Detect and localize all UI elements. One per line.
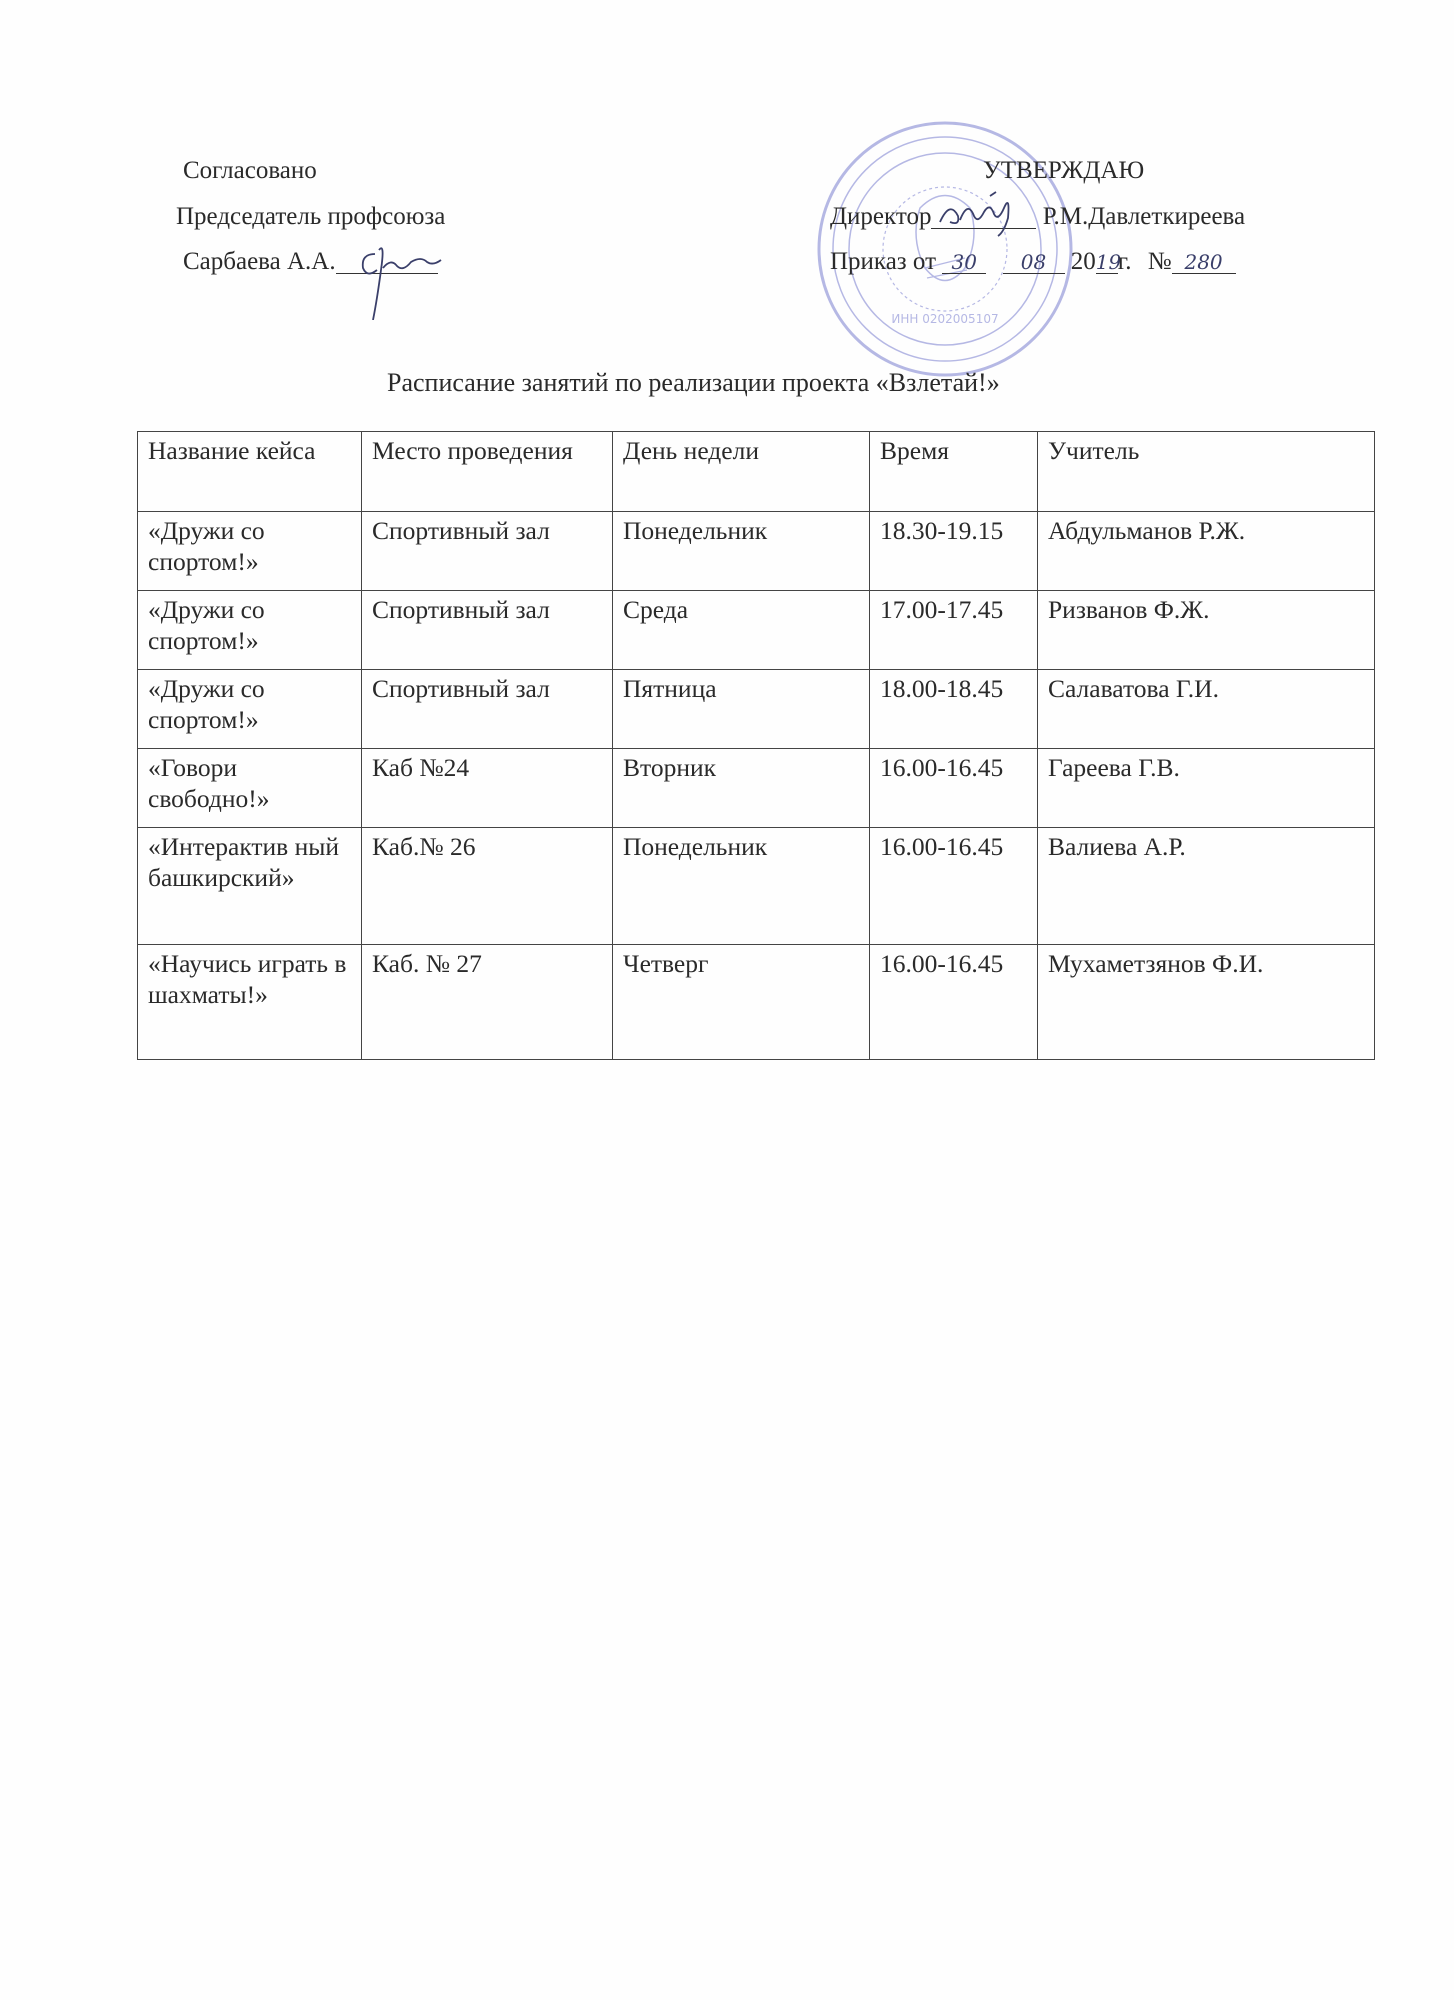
cell-teacher: Салаватова Г.И.: [1037, 669, 1375, 749]
table-row: «Говори свободно!» Каб №24 Вторник 16.00…: [137, 748, 1375, 828]
table-row: «Дружи со спортом!» Спортивный зал Среда…: [137, 590, 1375, 670]
order-line: Приказ от 30 08 2019г. № 280: [830, 248, 1236, 276]
cell-case: «Интерактив ный башкирский»: [137, 827, 362, 945]
director-line: Директор Р.М.Давлеткиреева: [830, 203, 1245, 231]
schedule-table: Название кейса Место проведения День нед…: [137, 431, 1375, 1060]
approve-label: УТВЕРЖДАЮ: [983, 157, 1145, 184]
official-stamp: ИНН 0202005107: [817, 121, 1073, 377]
cell-teacher: Мухаметзянов Ф.И.: [1037, 944, 1375, 1060]
cell-place: Каб.№ 26: [361, 827, 613, 945]
cell-case: «Говори свободно!»: [137, 748, 362, 828]
cell-day: Пятница: [612, 669, 870, 749]
cell-day: Вторник: [612, 748, 870, 828]
union-chair-label: Председатель профсоюза: [176, 203, 446, 230]
table-row: «Научись играть в шахматы!» Каб. № 27 Че…: [137, 944, 1375, 1060]
stamp-inn: ИНН 0202005107: [891, 312, 998, 326]
cell-time: 16.00-16.45: [869, 944, 1038, 1060]
cell-teacher: Гареева Г.В.: [1037, 748, 1375, 828]
order-year-unit: г.: [1117, 248, 1132, 275]
director-signature: [939, 191, 1010, 237]
cell-case: «Дружи со спортом!»: [137, 669, 362, 749]
director-label: Директор: [830, 203, 932, 230]
cell-case: «Научись играть в шахматы!»: [137, 944, 362, 1060]
cell-time: 18.00-18.45: [869, 669, 1038, 749]
cell-day: Понедельник: [612, 511, 870, 591]
cell-place: Спортивный зал: [361, 669, 613, 749]
union-chair-name: Сарбаева А.А.: [183, 248, 336, 275]
cell-day: Четверг: [612, 944, 870, 1060]
cell-day: Среда: [612, 590, 870, 670]
cell-time: 16.00-16.45: [869, 827, 1038, 945]
union-chair-signature-line: Сарбаева А.А.: [183, 248, 438, 276]
header-place: Место проведения: [361, 431, 613, 512]
table-row: «Дружи со спортом!» Спортивный зал Понед…: [137, 511, 1375, 591]
header-day: День недели: [612, 431, 870, 512]
table-header-row: Название кейса Место проведения День нед…: [137, 431, 1375, 512]
cell-place: Спортивный зал: [361, 511, 613, 591]
header-time: Время: [869, 431, 1038, 512]
cell-time: 17.00-17.45: [869, 590, 1038, 670]
cell-time: 16.00-16.45: [869, 748, 1038, 828]
header-case: Название кейса: [137, 431, 362, 512]
cell-time: 18.30-19.15: [869, 511, 1038, 591]
cell-place: Спортивный зал: [361, 590, 613, 670]
order-month: 08: [1002, 251, 1065, 274]
order-number: 280: [1171, 251, 1236, 274]
cell-teacher: Ризванов Ф.Ж.: [1037, 590, 1375, 670]
header-teacher: Учитель: [1037, 431, 1375, 512]
cell-place: Каб. № 27: [361, 944, 613, 1060]
union-chair-signature: [361, 247, 442, 320]
cell-teacher: Абдульманов Р.Ж.: [1037, 511, 1375, 591]
cell-place: Каб №24: [361, 748, 613, 828]
table-row: «Дружи со спортом!» Спортивный зал Пятни…: [137, 669, 1375, 749]
table-row: «Интерактив ный башкирский» Каб.№ 26 Пон…: [137, 827, 1375, 945]
order-number-label: №: [1147, 248, 1172, 275]
director-name: Р.М.Давлеткиреева: [1042, 203, 1246, 230]
agreed-label: Согласовано: [183, 157, 317, 184]
cell-teacher: Валиева А.Р.: [1037, 827, 1375, 945]
cell-day: Понедельник: [612, 827, 870, 945]
order-day: 30: [942, 251, 987, 274]
cell-case: «Дружи со спортом!»: [137, 590, 362, 670]
order-label: Приказ от: [830, 248, 937, 275]
page-title: Расписание занятий по реализации проекта…: [387, 368, 1000, 397]
order-year-suffix: 19: [1095, 250, 1122, 274]
cell-case: «Дружи со спортом!»: [137, 511, 362, 591]
order-year-prefix: 20: [1070, 248, 1096, 275]
